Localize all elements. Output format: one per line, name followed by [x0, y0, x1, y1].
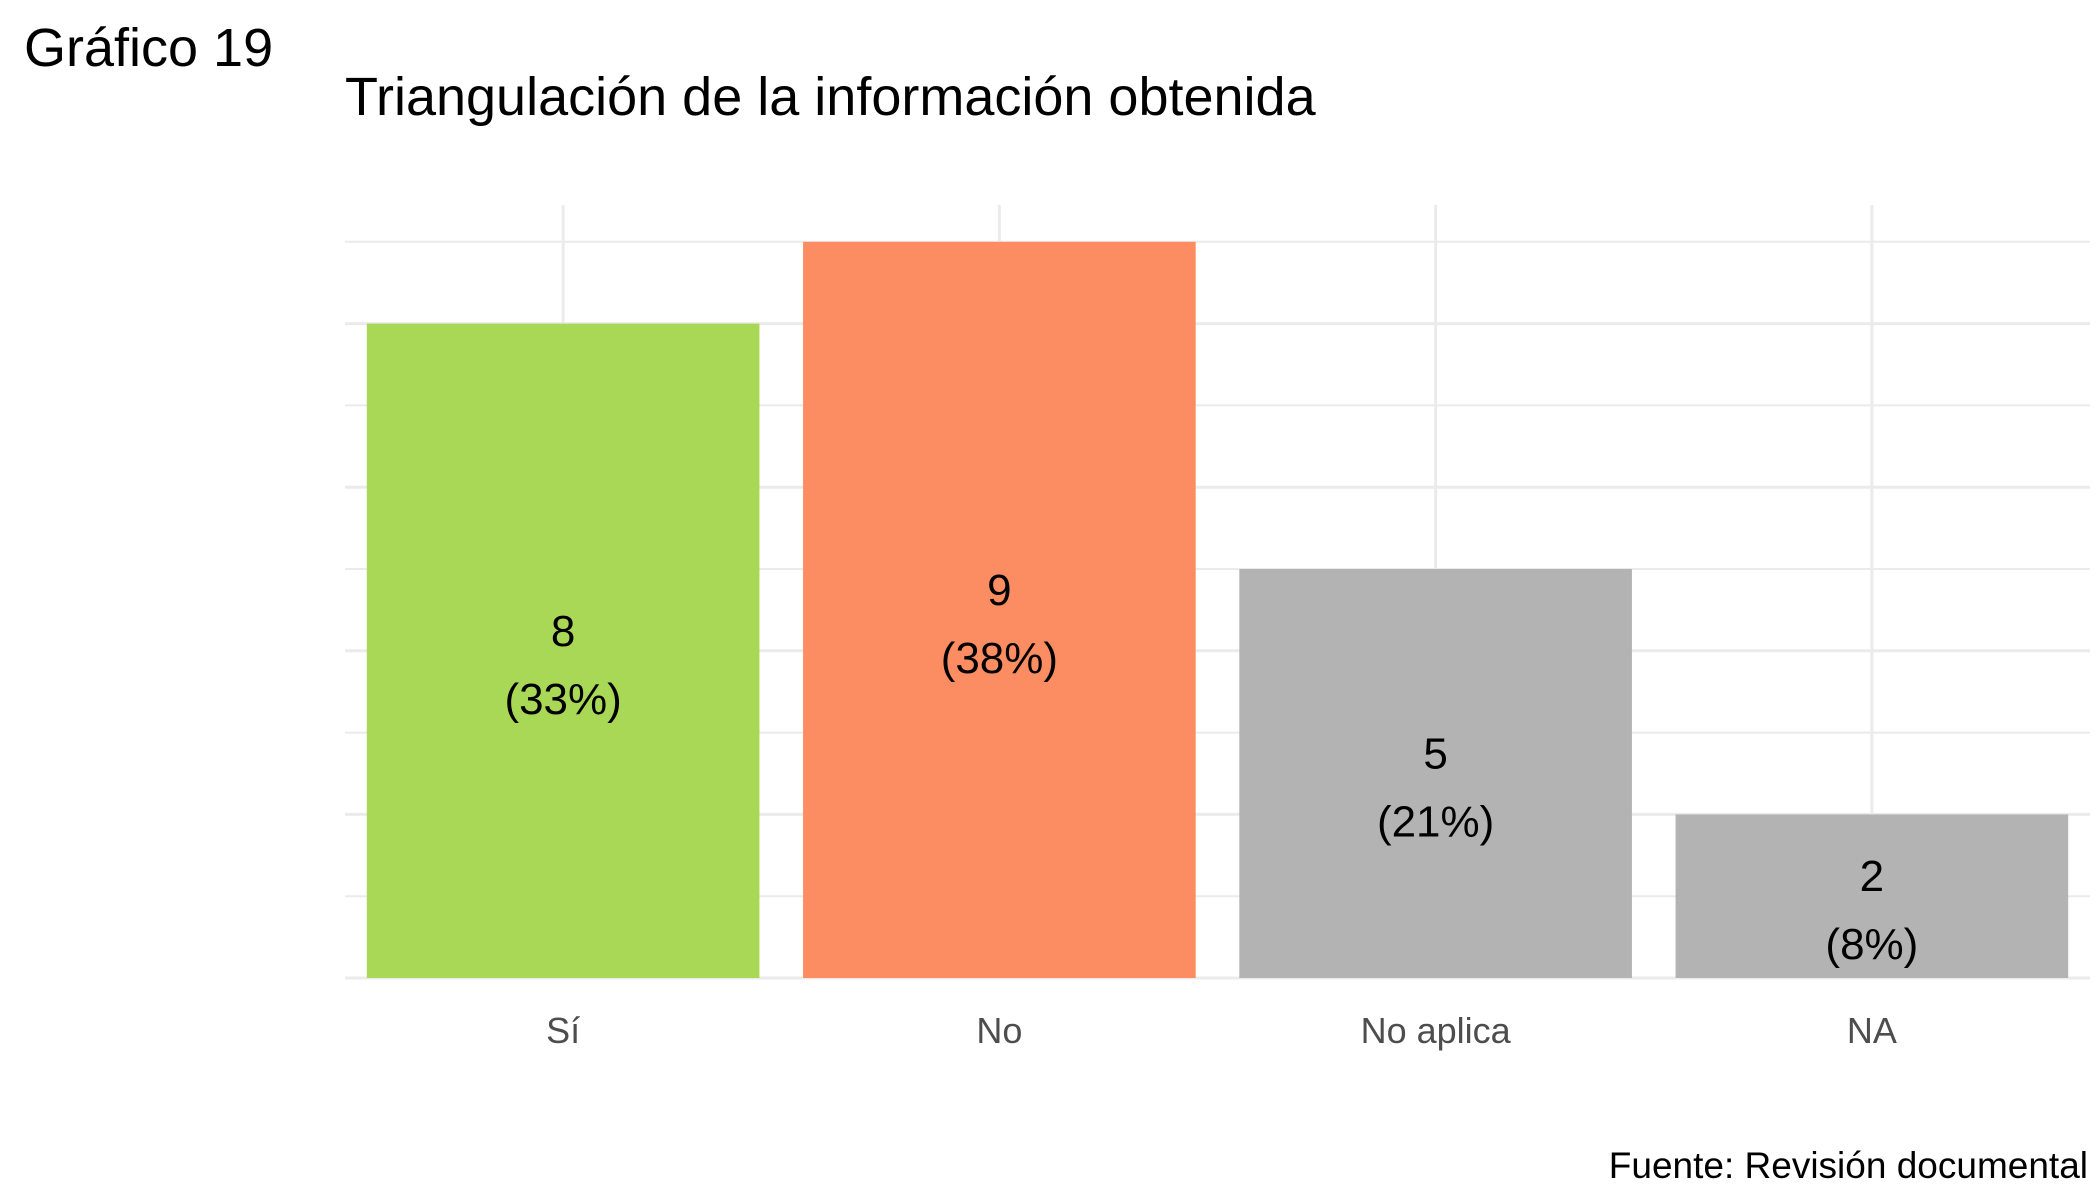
- bar-percent-label: (8%): [1825, 920, 1918, 969]
- bar: [1239, 569, 1632, 978]
- x-tick-label: NA: [1847, 1010, 1897, 1051]
- bar-value-label: 8: [551, 607, 575, 656]
- bar-value-label: 9: [987, 566, 1011, 615]
- bar-label-layer: 8 (33%) 9 (38%) 5 (21%) 2 (8%): [504, 566, 1918, 969]
- bar-percent-label: (38%): [941, 634, 1058, 683]
- figure-label: Gráfico 19: [24, 18, 273, 78]
- x-tick-label: Sí: [546, 1010, 580, 1051]
- chart-title: Triangulación de la información obtenida: [345, 67, 1317, 127]
- x-tick-label: No: [976, 1010, 1022, 1051]
- bar: [803, 241, 1196, 979]
- x-tick-label: No aplica: [1361, 1010, 1512, 1051]
- source-caption: Fuente: Revisión documental: [1609, 1145, 2088, 1186]
- bar-value-label: 5: [1423, 730, 1447, 779]
- bar-layer: [366, 241, 2069, 979]
- bar: [366, 323, 760, 978]
- bar-percent-label: (21%): [1377, 798, 1494, 847]
- x-axis-tick-labels: Sí No No aplica NA: [546, 1010, 1897, 1051]
- bar-percent-label: (33%): [504, 675, 621, 724]
- bar-value-label: 2: [1860, 852, 1884, 901]
- bar: [1675, 814, 2069, 978]
